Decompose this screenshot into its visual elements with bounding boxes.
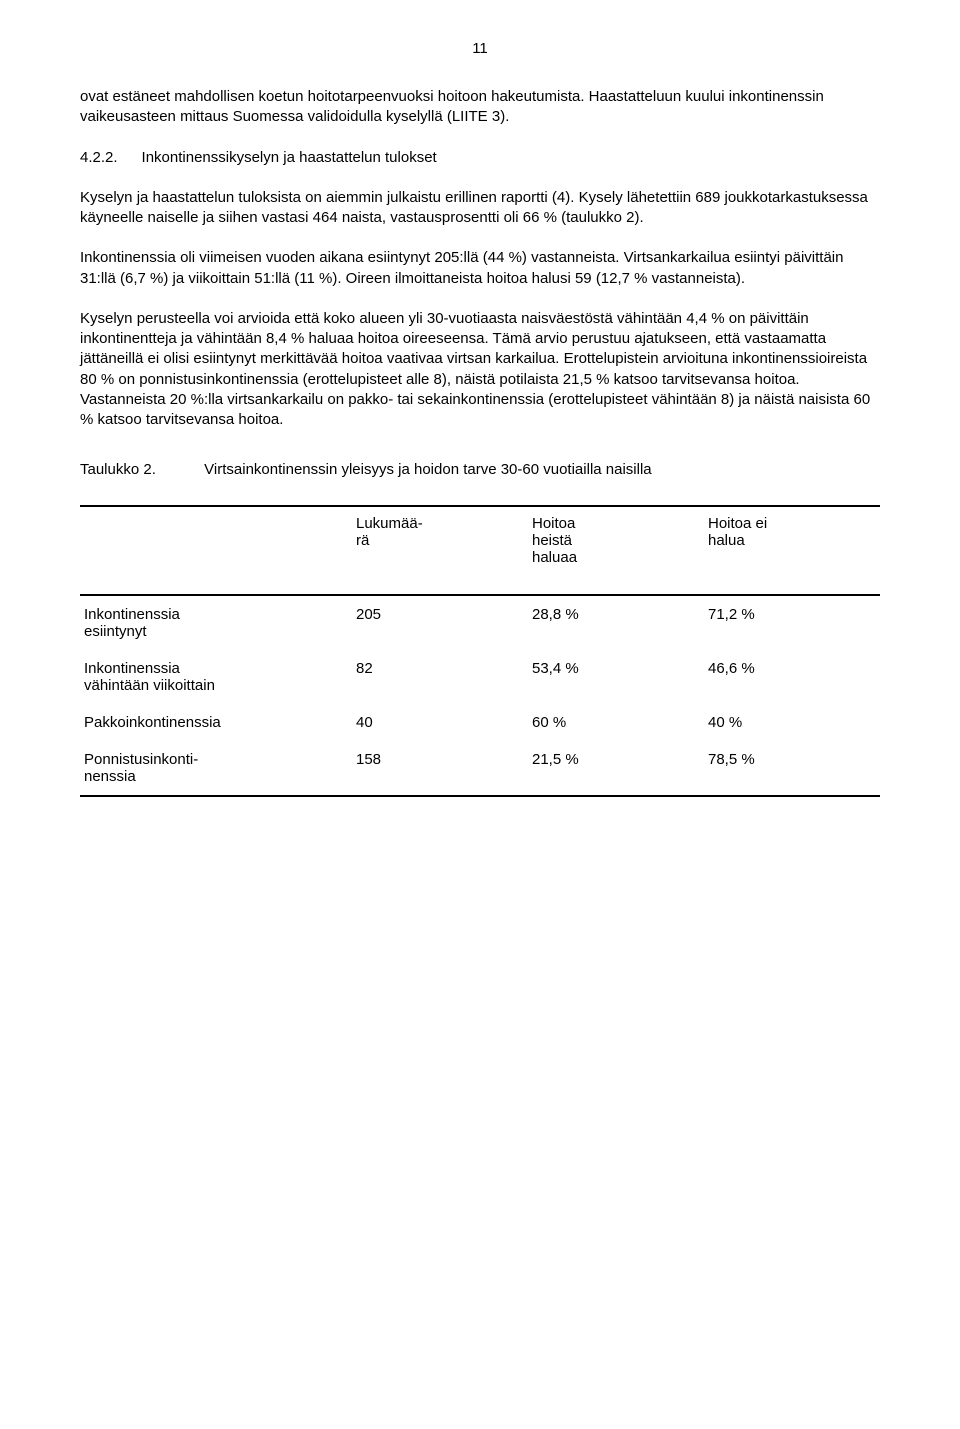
table-row: Inkontinenssiavähintään viikoittain 82 5… [80, 650, 880, 704]
row-label: Inkontinenssiavähintään viikoittain [80, 650, 352, 704]
table-header-notwant: Hoitoa eihalua [704, 506, 880, 595]
section-heading: 4.2.2. Inkontinenssikyselyn ja haastattel… [80, 148, 880, 168]
row-wants: 21,5 % [528, 741, 704, 796]
row-wants: 53,4 % [528, 650, 704, 704]
paragraph-intro: ovat estäneet mahdollisen koetun hoitota… [80, 87, 880, 128]
paragraph-3: Inkontinenssia oli viimeisen vuoden aika… [80, 248, 880, 289]
page-number: 11 [80, 40, 880, 57]
table-row: Inkontinenssiaesiintynyt 205 28,8 % 71,2… [80, 595, 880, 650]
row-notwant: 78,5 % [704, 741, 880, 796]
row-label: Inkontinenssiaesiintynyt [80, 595, 352, 650]
table-row: Ponnistusinkonti-nenssia 158 21,5 % 78,5… [80, 741, 880, 796]
row-count: 205 [352, 595, 528, 650]
row-wants: 60 % [528, 704, 704, 741]
row-label: Pakkoinkontinenssia [80, 704, 352, 741]
table-header-empty [80, 506, 352, 595]
section-number: 4.2.2. [80, 148, 118, 168]
table-title: Taulukko 2. Virtsainkontinenssin yleisyy… [80, 460, 880, 480]
paragraph-4: Kyselyn perusteella voi arvioida että ko… [80, 309, 880, 431]
row-count: 158 [352, 741, 528, 796]
section-title: Inkontinenssikyselyn ja haastattelun tul… [142, 149, 437, 166]
paragraph-2: Kyselyn ja haastattelun tuloksista on ai… [80, 188, 880, 229]
row-notwant: 40 % [704, 704, 880, 741]
row-wants: 28,8 % [528, 595, 704, 650]
table-header-row: Lukumää-rä Hoitoaheistähaluaa Hoitoa eih… [80, 506, 880, 595]
row-label: Ponnistusinkonti-nenssia [80, 741, 352, 796]
row-count: 82 [352, 650, 528, 704]
table-caption: Virtsainkontinenssin yleisyys ja hoidon … [204, 460, 824, 480]
data-table: Lukumää-rä Hoitoaheistähaluaa Hoitoa eih… [80, 505, 880, 797]
table-header-wants: Hoitoaheistähaluaa [528, 506, 704, 595]
row-notwant: 71,2 % [704, 595, 880, 650]
document-page: 11 ovat estäneet mahdollisen koetun hoit… [0, 0, 960, 857]
row-count: 40 [352, 704, 528, 741]
table-header-count: Lukumää-rä [352, 506, 528, 595]
row-notwant: 46,6 % [704, 650, 880, 704]
table-label: Taulukko 2. [80, 460, 200, 480]
table-row: Pakkoinkontinenssia 40 60 % 40 % [80, 704, 880, 741]
